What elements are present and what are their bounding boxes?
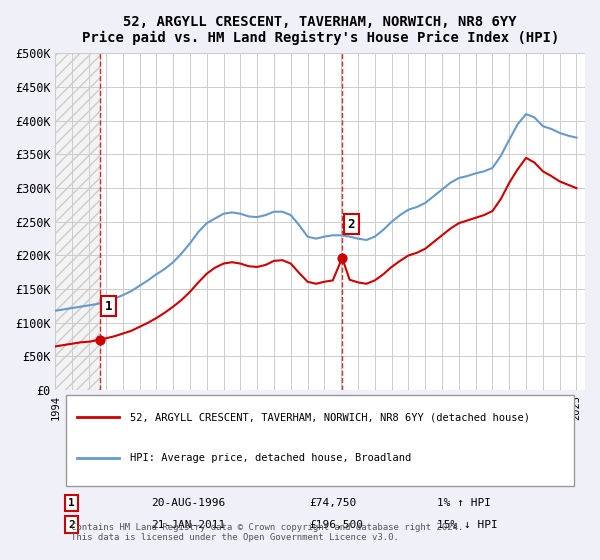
Text: 1% ↑ HPI: 1% ↑ HPI bbox=[437, 498, 491, 508]
Text: 52, ARGYLL CRESCENT, TAVERHAM, NORWICH, NR8 6YY (detached house): 52, ARGYLL CRESCENT, TAVERHAM, NORWICH, … bbox=[130, 412, 530, 422]
Text: 21-JAN-2011: 21-JAN-2011 bbox=[151, 520, 225, 530]
Text: 15% ↓ HPI: 15% ↓ HPI bbox=[437, 520, 497, 530]
Point bbox=[95, 335, 104, 344]
Text: 2: 2 bbox=[68, 520, 75, 530]
Text: 1: 1 bbox=[105, 300, 112, 312]
Bar bbox=[55, 54, 100, 390]
Bar bbox=[55, 54, 100, 390]
Title: 52, ARGYLL CRESCENT, TAVERHAM, NORWICH, NR8 6YY
Price paid vs. HM Land Registry': 52, ARGYLL CRESCENT, TAVERHAM, NORWICH, … bbox=[82, 15, 559, 45]
Text: 1: 1 bbox=[68, 498, 75, 508]
Text: HPI: Average price, detached house, Broadland: HPI: Average price, detached house, Broa… bbox=[130, 453, 411, 463]
Point bbox=[337, 253, 347, 262]
Text: 2: 2 bbox=[347, 217, 355, 231]
Text: 20-AUG-1996: 20-AUG-1996 bbox=[151, 498, 225, 508]
Text: £74,750: £74,750 bbox=[310, 498, 357, 508]
Text: £196,500: £196,500 bbox=[310, 520, 364, 530]
FancyBboxPatch shape bbox=[66, 395, 574, 486]
Text: Contains HM Land Registry data © Crown copyright and database right 2024.
This d: Contains HM Land Registry data © Crown c… bbox=[71, 523, 464, 542]
